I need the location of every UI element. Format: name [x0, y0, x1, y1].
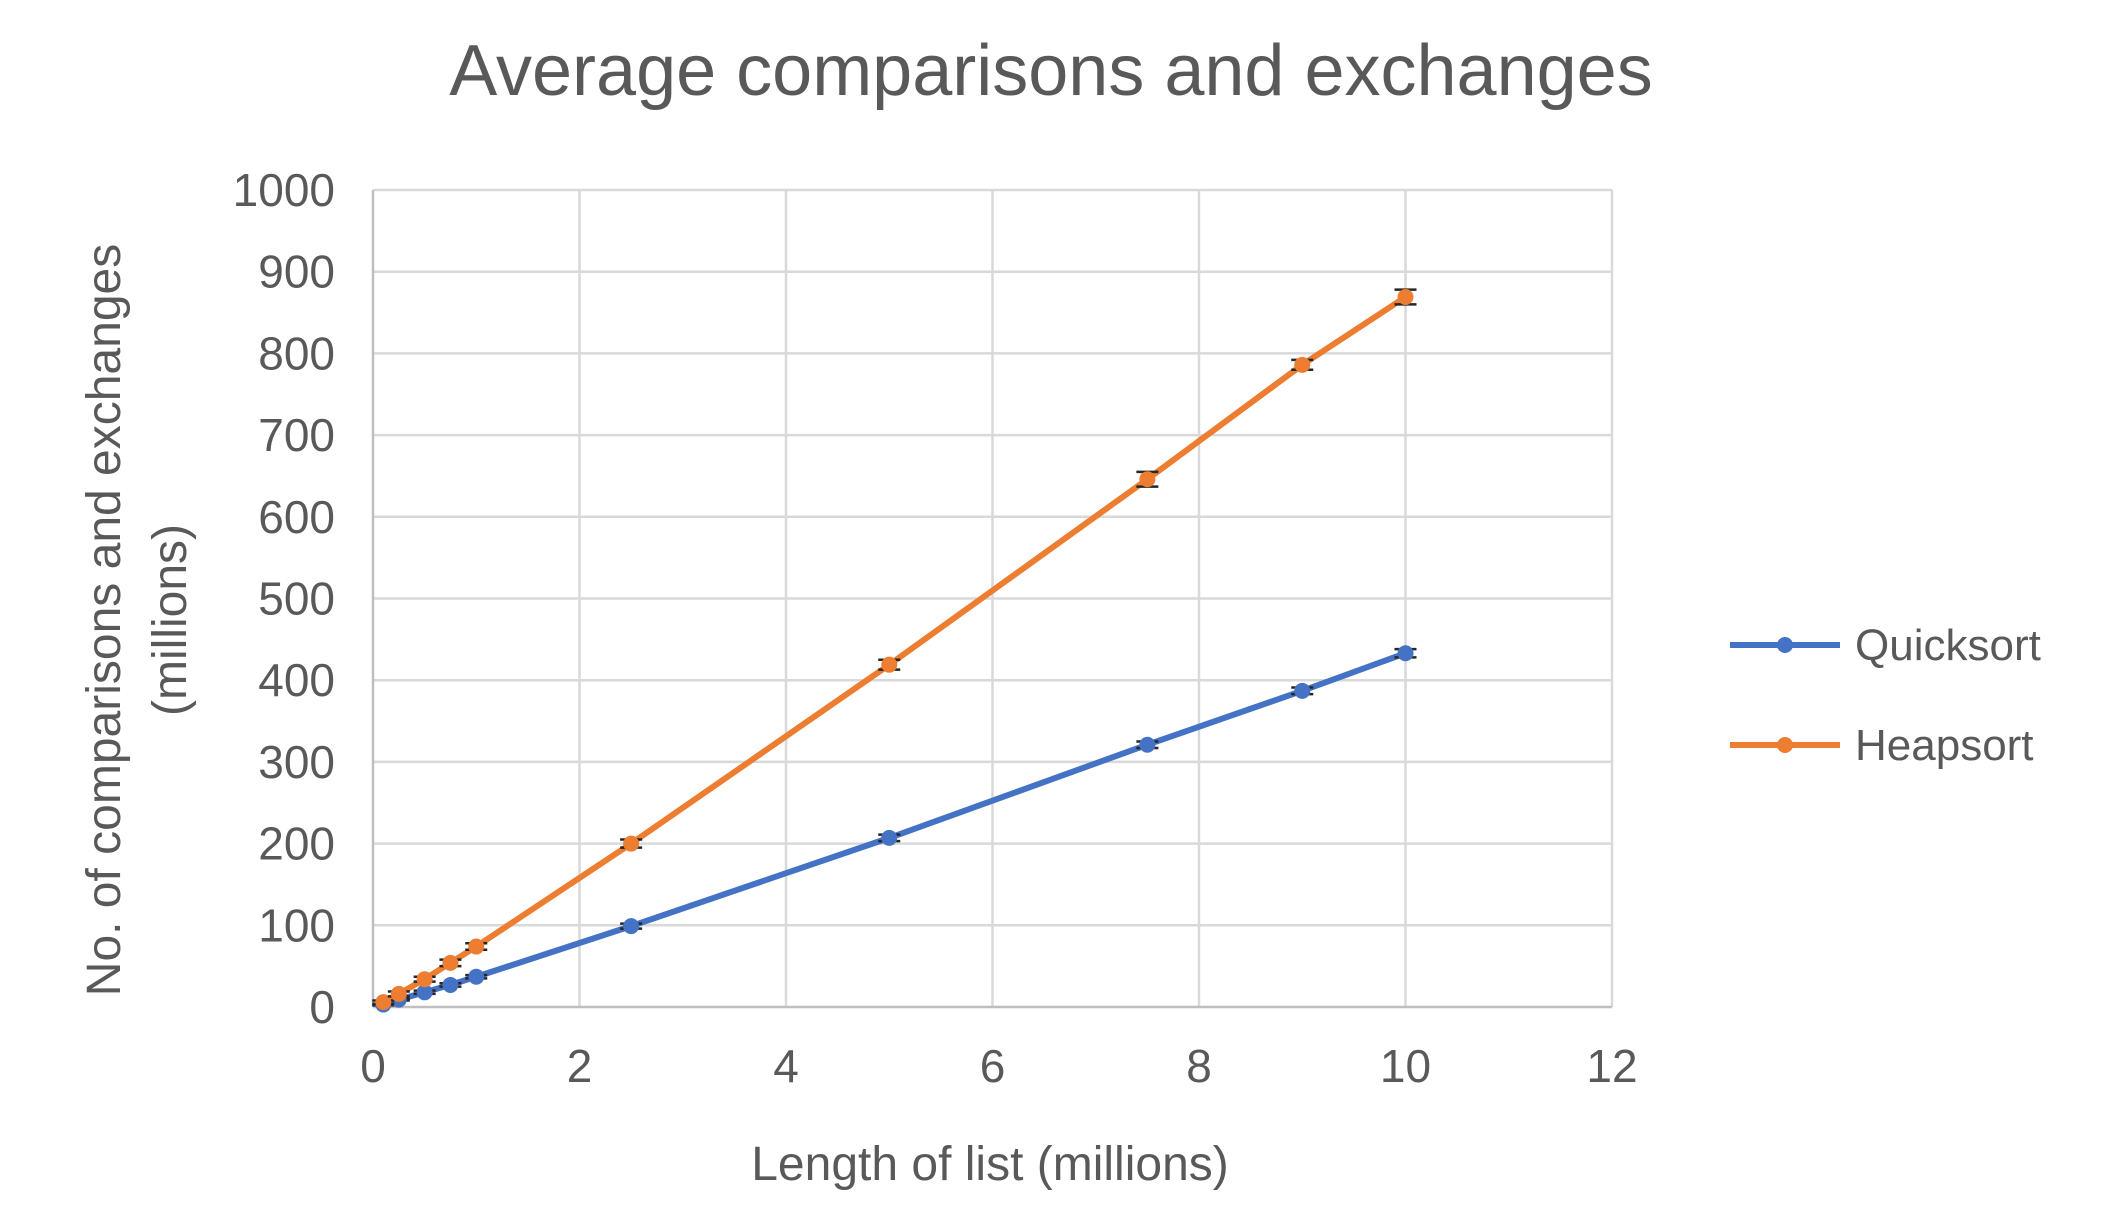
data-point [468, 968, 485, 985]
y-axis-title: No. of comparisons and exchanges (millio… [78, 244, 197, 996]
data-point [623, 918, 640, 935]
data-point [881, 829, 898, 846]
series-quicksort [372, 645, 1417, 1013]
data-point [416, 984, 433, 1001]
legend-item-heapsort: Heapsort [1730, 721, 2034, 770]
y-tick-label: 900 [258, 246, 335, 298]
data-point [442, 954, 459, 971]
y-tick-label: 300 [258, 736, 335, 788]
series-heapsort [372, 288, 1417, 1011]
data-point [375, 994, 392, 1011]
y-tick-label: 600 [258, 491, 335, 543]
chart-title: Average comparisons and exchanges [449, 31, 1652, 111]
data-point [416, 971, 433, 988]
data-point [442, 976, 459, 993]
data-point [623, 835, 640, 852]
data-point [1294, 356, 1311, 373]
legend-marker [1777, 737, 1793, 753]
x-tick-label: 0 [360, 1040, 386, 1092]
y-tick-label: 500 [258, 573, 335, 625]
y-tick-labels: 0 100 200 300 400 500 600 700 800 900 1000 [233, 164, 335, 1033]
legend: Quicksort Heapsort [1730, 621, 2041, 770]
x-tick-label: 2 [567, 1040, 593, 1092]
x-tick-label: 12 [1586, 1040, 1637, 1092]
y-tick-label: 700 [258, 409, 335, 461]
x-tick-labels: 0 2 4 6 8 10 12 [360, 1040, 1637, 1092]
data-point [1294, 682, 1311, 699]
y-tick-label: 200 [258, 818, 335, 870]
data-point [1397, 645, 1414, 662]
data-point [1397, 289, 1414, 306]
data-point [390, 985, 407, 1002]
data-point [468, 938, 485, 955]
legend-label: Heapsort [1855, 721, 2034, 770]
y-axis-title-line2: (millions) [144, 524, 197, 716]
y-axis-title-line1: No. of comparisons and exchanges [78, 244, 131, 996]
legend-label: Quicksort [1855, 621, 2041, 670]
legend-marker [1777, 637, 1793, 653]
y-tick-label: 800 [258, 327, 335, 379]
x-tick-label: 4 [773, 1040, 799, 1092]
legend-item-quicksort: Quicksort [1730, 621, 2041, 670]
x-axis-title: Length of list (millions) [751, 1138, 1229, 1191]
series-group [372, 288, 1417, 1013]
y-tick-label: 1000 [233, 164, 335, 216]
x-tick-label: 8 [1186, 1040, 1212, 1092]
x-tick-label: 6 [980, 1040, 1006, 1092]
data-point [1139, 736, 1156, 753]
series-line [380, 294, 1409, 1006]
y-tick-label: 0 [309, 981, 335, 1033]
series-line [380, 650, 1409, 1008]
axes [371, 190, 1612, 1009]
data-point [1139, 471, 1156, 488]
y-tick-label: 100 [258, 899, 335, 951]
y-tick-label: 400 [258, 654, 335, 706]
x-tick-label: 10 [1380, 1040, 1431, 1092]
gridlines [373, 188, 1614, 1007]
data-point [881, 656, 898, 673]
